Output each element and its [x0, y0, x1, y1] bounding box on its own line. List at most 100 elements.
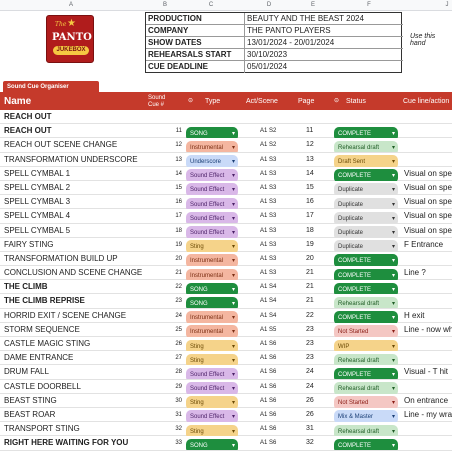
show-dates-row[interactable]: SHOW DATES 13/01/2024 - 20/01/2024 — [146, 37, 403, 49]
cue-line-cell[interactable] — [404, 380, 452, 394]
page-cell[interactable]: 21 — [306, 283, 314, 291]
cue-name[interactable]: HORRID EXIT / SCENE CHANGE — [4, 310, 127, 320]
act-scene-cell[interactable]: A1 S6 — [260, 355, 277, 362]
act-scene-cell[interactable]: A1 S6 — [260, 411, 277, 418]
table-row[interactable]: FAIRY STING 19 Sting A1 S3 19 Duplicate F Entr… — [0, 238, 452, 252]
cue-line-cell[interactable] — [404, 351, 452, 365]
status-dropdown[interactable]: Duplicate — [334, 197, 398, 210]
sheet-tab-icon[interactable] — [88, 82, 96, 90]
type-dropdown[interactable]: Sting — [186, 240, 238, 252]
cue-name[interactable]: SPELL CYMBAL 1 — [4, 168, 71, 178]
cue-line-cell[interactable]: On entrance — [404, 395, 449, 405]
status-dropdown[interactable]: COMPLETE — [334, 438, 398, 451]
type-dropdown[interactable]: SONG — [186, 438, 238, 451]
sound-cue-number[interactable]: 29 — [175, 383, 182, 390]
cue-name[interactable]: SPELL CYMBAL 2 — [4, 182, 71, 192]
table-row[interactable]: SPELL CYMBAL 3 16 Sound Effect A1 S3 16 Dupli… — [0, 195, 452, 210]
page-cell[interactable]: 20 — [306, 254, 314, 262]
page-cell[interactable]: 15 — [306, 183, 314, 191]
table-row[interactable]: SPELL CYMBAL 5 18 Sound Effect A1 S3 18 Dupli… — [0, 224, 452, 238]
company-row[interactable]: COMPANY THE PANTO PLAYERS — [146, 25, 403, 37]
cue-line-cell[interactable] — [404, 436, 452, 450]
type-dropdown[interactable]: Sound Effect — [186, 382, 238, 394]
header-cue-line[interactable]: Cue line/action — [403, 98, 450, 105]
page-cell[interactable]: 31 — [306, 425, 314, 433]
page-cell[interactable]: 14 — [306, 169, 314, 177]
production-row[interactable]: PRODUCTION BEAUTY AND THE BEAST 2024 — [146, 13, 403, 25]
page-cell[interactable]: 11 — [306, 127, 314, 135]
table-row[interactable]: CONCLUSION AND SCENE CHANGE 21 Instrumenta… — [0, 266, 452, 281]
col-letter-e[interactable]: E — [310, 2, 315, 8]
page-cell[interactable]: 12 — [306, 141, 314, 149]
sound-cue-number[interactable]: 27 — [175, 355, 182, 362]
cue-line-cell[interactable]: Visual on spell — [404, 197, 452, 207]
cue-name[interactable]: CASTLE MAGIC STING — [4, 339, 91, 348]
sound-cue-number[interactable]: 30 — [175, 397, 182, 404]
act-scene-cell[interactable]: A1 S2 — [260, 128, 277, 135]
act-scene-cell[interactable]: A1 S3 — [260, 170, 277, 177]
cue-deadline-value[interactable]: 05/01/2024 — [244, 61, 287, 73]
cue-line-cell[interactable] — [404, 124, 452, 138]
col-letter-a[interactable]: A — [68, 2, 73, 8]
table-row[interactable]: REACH OUT 11 SONG A1 S2 11 COMPLETE — [0, 124, 452, 139]
type-dropdown[interactable]: Instrumental — [186, 140, 238, 153]
cue-line-cell[interactable]: F Entrance — [404, 239, 444, 249]
show-dates-value[interactable]: 13/01/2024 - 20/01/2024 — [244, 37, 334, 49]
act-scene-cell[interactable]: A1 S6 — [260, 383, 277, 390]
page-cell[interactable]: 17 — [306, 212, 314, 220]
status-dropdown[interactable]: COMPLETE — [334, 282, 398, 295]
cue-line-cell[interactable]: Visual on spell — [404, 182, 452, 192]
page-cell[interactable]: 18 — [306, 226, 314, 234]
status-dropdown[interactable]: COMPLETE — [334, 126, 398, 139]
table-row[interactable]: TRANSPORT STING 32 Sting A1 S6 31 Rehearsal d… — [0, 422, 452, 437]
type-dropdown[interactable]: Instrumental — [186, 325, 238, 337]
cue-name[interactable]: REACH OUT — [4, 126, 52, 136]
type-dropdown[interactable]: SONG — [186, 296, 238, 309]
page-cell[interactable]: 21 — [306, 269, 314, 277]
sound-cue-number[interactable]: 18 — [175, 227, 182, 234]
cue-name[interactable]: STORM SEQUENCE — [4, 324, 80, 334]
production-value[interactable]: BEAUTY AND THE BEAST 2024 — [244, 13, 364, 25]
header-sound-cue[interactable]: Sound Cue # — [148, 95, 165, 112]
cue-name[interactable]: REACH OUT SCENE CHANGE — [4, 140, 118, 150]
section-title[interactable]: REACH OUT — [4, 112, 52, 121]
cue-line-cell[interactable] — [404, 138, 452, 152]
header-type[interactable]: Type — [205, 98, 221, 105]
type-dropdown[interactable]: Sound Effect — [186, 410, 238, 422]
status-dropdown[interactable]: Rehearsal draft — [334, 353, 398, 366]
cue-name[interactable]: DAME ENTRANCE — [4, 353, 74, 363]
type-dropdown[interactable]: SONG — [186, 126, 238, 139]
sound-cue-number[interactable]: 28 — [175, 369, 182, 376]
status-dropdown[interactable]: COMPLETE — [334, 367, 398, 380]
cue-line-cell[interactable]: Visual on spell — [404, 211, 452, 221]
type-dropdown[interactable]: Instrumental — [186, 268, 238, 281]
act-scene-cell[interactable]: A1 S3 — [260, 227, 277, 234]
cue-name[interactable]: BEAST ROAR — [4, 409, 56, 419]
type-dropdown[interactable]: Sound Effect — [186, 197, 238, 210]
act-scene-cell[interactable]: A1 S4 — [260, 312, 277, 319]
table-row[interactable]: CASTLE MAGIC STING 26 Sting A1 S6 23 WIP — [0, 337, 452, 352]
rehearsals-start-value[interactable]: 30/10/2023 — [244, 49, 287, 61]
status-dropdown[interactable]: Rehearsal draft — [334, 424, 398, 437]
page-cell[interactable]: 21 — [306, 297, 314, 305]
table-row[interactable]: THE CLIMB REPRISE 23 SONG A1 S4 21 Rehearsal … — [0, 294, 452, 309]
header-page[interactable]: Page — [298, 98, 315, 105]
type-dropdown[interactable]: SONG — [186, 282, 238, 295]
table-row[interactable]: SPELL CYMBAL 1 14 Sound Effect A1 S3 14 COMPL… — [0, 167, 452, 181]
page-cell[interactable]: 13 — [306, 155, 314, 163]
cue-line-cell[interactable] — [404, 294, 452, 308]
act-scene-cell[interactable]: A1 S6 — [260, 397, 277, 404]
cue-name[interactable]: THE CLIMB REPRISE — [4, 296, 85, 306]
table-row[interactable]: DRUM FALL 28 Sound Effect A1 S6 24 COMPLETE Vi… — [0, 365, 452, 380]
table-row[interactable]: TRANSFORMATION BUILD UP 20 Instrumental A1 … — [0, 252, 452, 267]
col-letter-j[interactable]: J — [445, 2, 449, 8]
sound-cue-number[interactable]: 16 — [175, 199, 182, 206]
filter-icon[interactable]: ⊝ — [334, 98, 340, 104]
status-dropdown[interactable]: Not Started — [334, 325, 398, 337]
cue-line-cell[interactable]: Line - now what — [404, 324, 452, 334]
page-cell[interactable]: 32 — [306, 439, 314, 447]
table-row[interactable]: TRANSFORMATION UNDERSCORE 13 Underscore A1 … — [0, 153, 452, 167]
act-scene-cell[interactable]: A1 S3 — [260, 213, 277, 220]
sound-cue-number[interactable]: 22 — [175, 284, 182, 291]
page-cell[interactable]: 23 — [306, 354, 314, 362]
